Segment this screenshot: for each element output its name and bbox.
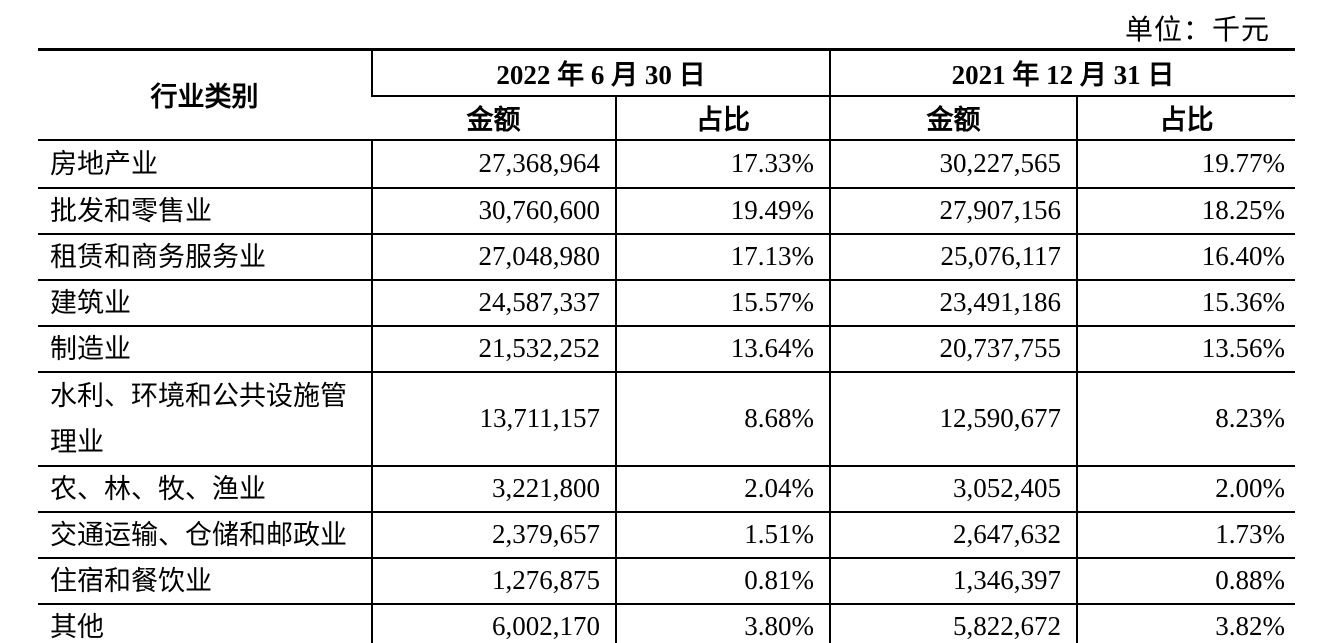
date-column-header-2022: 2022 年 6 月 30 日	[371, 48, 830, 97]
ratio-cell: 0.88%	[1076, 556, 1295, 605]
ratio-cell: 1.73%	[1076, 510, 1295, 559]
ratio-cell: 18.25%	[1076, 186, 1295, 235]
table-row: 制造业 21,532,252 13.64% 20,737,755 13.56%	[38, 324, 1295, 373]
ratio-cell: 2.00%	[1076, 464, 1295, 513]
amount-cell: 25,076,117	[829, 232, 1077, 281]
ratio-subheader-2022: 占比	[615, 94, 830, 141]
table-row: 交通运输、仓储和邮政业 2,379,657 1.51% 2,647,632 1.…	[38, 510, 1295, 559]
industry-cell: 批发和零售业	[38, 186, 372, 235]
table-row: 批发和零售业 30,760,600 19.49% 27,907,156 18.2…	[38, 186, 1295, 235]
amount-cell: 3,221,800	[371, 464, 616, 513]
ratio-cell: 3.82%	[1076, 602, 1295, 643]
ratio-cell: 0.81%	[615, 556, 830, 605]
amount-cell: 27,907,156	[829, 186, 1077, 235]
amount-cell: 2,647,632	[829, 510, 1077, 559]
industry-cell: 租赁和商务服务业	[38, 232, 372, 281]
table-row: 水利、环境和公共设施管理业 13,711,157 8.68% 12,590,67…	[38, 370, 1295, 467]
ratio-cell: 3.80%	[615, 602, 830, 643]
amount-cell: 30,760,600	[371, 186, 616, 235]
table-row: 农、林、牧、渔业 3,221,800 2.04% 3,052,405 2.00%	[38, 464, 1295, 513]
amount-cell: 2,379,657	[371, 510, 616, 559]
table-row: 租赁和商务服务业 27,048,980 17.13% 25,076,117 16…	[38, 232, 1295, 281]
ratio-cell: 17.33%	[615, 138, 830, 189]
amount-cell: 21,532,252	[371, 324, 616, 373]
amount-subheader-2021: 金额	[829, 94, 1077, 141]
amount-cell: 5,822,672	[829, 602, 1077, 643]
industry-cell: 农、林、牧、渔业	[38, 464, 372, 513]
ratio-cell: 8.68%	[615, 370, 830, 467]
amount-cell: 6,002,170	[371, 602, 616, 643]
amount-cell: 27,368,964	[371, 138, 616, 189]
amount-subheader-2022: 金额	[372, 94, 616, 141]
industry-cell: 住宿和餐饮业	[38, 556, 372, 605]
amount-cell: 23,491,186	[829, 278, 1077, 327]
header-row-dates: 行业类别 2022 年 6 月 30 日 2021 年 12 月 31 日	[38, 48, 1295, 141]
ratio-cell: 15.57%	[615, 278, 830, 327]
ratio-cell: 19.49%	[615, 186, 830, 235]
table-row: 建筑业 24,587,337 15.57% 23,491,186 15.36%	[38, 278, 1295, 327]
ratio-cell: 19.77%	[1076, 138, 1295, 189]
industry-column-header: 行业类别	[38, 48, 372, 141]
industry-cell: 水利、环境和公共设施管理业	[38, 370, 372, 467]
loans-by-industry-table: 行业类别 2022 年 6 月 30 日 2021 年 12 月 31 日 金额…	[38, 48, 1295, 643]
ratio-cell: 8.23%	[1076, 370, 1295, 467]
amount-cell: 24,587,337	[371, 278, 616, 327]
ratio-cell: 17.13%	[615, 232, 830, 281]
industry-cell: 房地产业	[38, 138, 372, 189]
table-row: 其他 6,002,170 3.80% 5,822,672 3.82%	[38, 602, 1295, 643]
table-row: 住宿和餐饮业 1,276,875 0.81% 1,346,397 0.88%	[38, 556, 1295, 605]
table-row: 房地产业 27,368,964 17.33% 30,227,565 19.77%	[38, 138, 1295, 189]
ratio-cell: 13.64%	[615, 324, 830, 373]
amount-cell: 27,048,980	[371, 232, 616, 281]
industry-cell: 制造业	[38, 324, 372, 373]
industry-cell: 其他	[38, 602, 372, 643]
amount-cell: 30,227,565	[829, 138, 1077, 189]
ratio-cell: 15.36%	[1076, 278, 1295, 327]
ratio-cell: 13.56%	[1076, 324, 1295, 373]
unit-label: 单位：千元	[1124, 15, 1270, 46]
header-row-subheaders: 金额 占比 金额 占比	[38, 94, 1295, 141]
industry-cell: 交通运输、仓储和邮政业	[38, 510, 372, 559]
ratio-cell: 16.40%	[1076, 232, 1295, 281]
amount-cell: 12,590,677	[829, 370, 1077, 467]
ratio-cell: 1.51%	[615, 510, 830, 559]
amount-cell: 20,737,755	[829, 324, 1077, 373]
amount-cell: 3,052,405	[829, 464, 1077, 513]
date-column-header-2021: 2021 年 12 月 31 日	[829, 48, 1295, 97]
amount-cell: 1,276,875	[371, 556, 616, 605]
ratio-subheader-2021: 占比	[1076, 94, 1295, 141]
amount-cell: 13,711,157	[371, 370, 616, 467]
ratio-cell: 2.04%	[615, 464, 830, 513]
amount-cell: 1,346,397	[829, 556, 1077, 605]
industry-cell: 建筑业	[38, 278, 372, 327]
